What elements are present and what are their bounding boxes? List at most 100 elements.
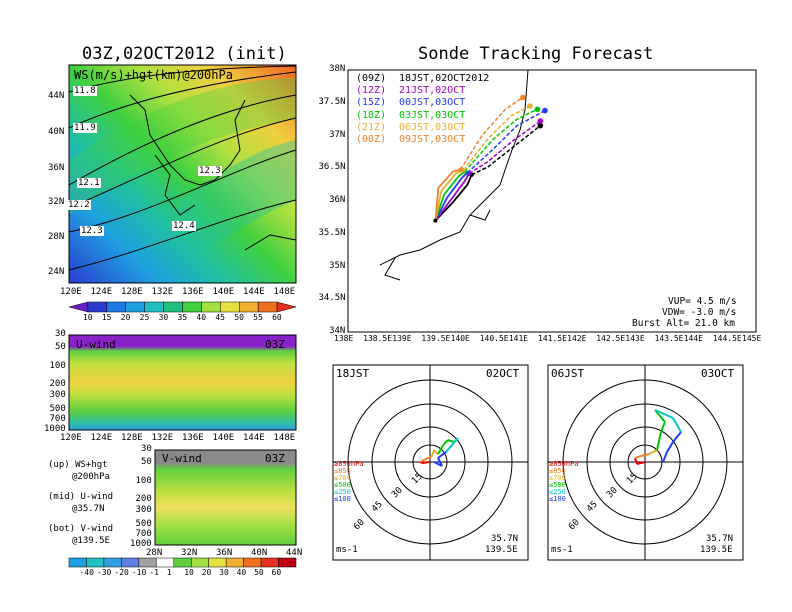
track-legend-time: 09JST,03OCT: [399, 134, 466, 145]
ws-colorbar-label: 30: [158, 313, 169, 322]
v-wind-pressure-tick: 200: [135, 494, 152, 504]
track-landing-point: [537, 118, 544, 124]
track-ascent-line: [434, 169, 464, 221]
v-wind-lat-tick: 40N: [251, 548, 268, 558]
v-wind-pressure-tick: 500: [135, 519, 152, 529]
hodo-date: 03OCT: [701, 367, 735, 380]
ws-map-lon-tick: 124E: [90, 287, 113, 297]
v-wind-pressure-tick: 30: [141, 444, 152, 454]
track-lon-tick: 140.5E: [479, 334, 509, 343]
wind-colorbar-label: 10: [184, 568, 194, 577]
track-map-frame: [347, 69, 757, 333]
track-lat-tick: 37N: [329, 129, 346, 140]
track-lat-tick: 34.5N: [318, 293, 346, 304]
track-descent-line: [466, 109, 546, 174]
u-wind-pressure-tick: 500: [49, 404, 66, 414]
u-wind-pressure-tick: 50: [55, 342, 66, 352]
track-lon-tick: 138.5E: [363, 334, 393, 343]
hodo-segment: [443, 439, 449, 445]
hodograph-right: [547, 364, 744, 561]
hodo-segment: [423, 455, 433, 461]
ws-colorbar-label: 45: [215, 313, 225, 322]
track-legend-time: 21JST,02OCT: [399, 85, 466, 97]
ws-colorbar-swatch: [125, 301, 145, 313]
hodo-legend-entry: ≤850: [549, 467, 566, 475]
track-legend-zulu: (15Z): [356, 97, 387, 109]
u-wind-frame: [68, 334, 297, 431]
panel-note-title: (mid) U-wind: [48, 492, 114, 502]
hodo-segment: [447, 439, 455, 443]
coastline: [129, 94, 246, 186]
track-landing-point: [534, 106, 541, 113]
ws-colorbar-label: 10: [82, 313, 93, 322]
track-descent-line: [468, 120, 541, 175]
track-lat-tick: 36N: [329, 195, 346, 205]
launch-point: [433, 218, 438, 223]
hodo-date: 02OCT: [486, 367, 520, 380]
track-ascent-line: [434, 170, 466, 221]
v-wind-pressure-tick: 1000: [130, 539, 152, 549]
wind-colorbar-swatch: [208, 557, 227, 568]
hodograph-left: [332, 364, 529, 561]
track-lat-tick: 35.5N: [318, 227, 346, 238]
ws-map-lon-tick: 140E: [212, 287, 235, 297]
ws-map-lat-tick: 36N: [48, 163, 65, 173]
ws-map-contour-label: 12.1: [77, 178, 101, 188]
ws-colorbar-swatch: [68, 301, 89, 313]
u-wind-pressure-tick: 100: [49, 361, 66, 371]
hodo-legend-entry: ≤100: [334, 495, 351, 503]
ws-map-lat-tick: 44N: [48, 91, 65, 101]
track-legend-zulu: (09Z): [356, 73, 387, 84]
v-wind-lat-tick: 36N: [216, 548, 233, 558]
track-descent-line: [464, 108, 538, 173]
hodo-legend-entry: ≤700: [334, 474, 351, 482]
track-lat-tick: 36.5N: [318, 162, 346, 173]
ws-map-lon-tick: 148E: [273, 287, 296, 297]
height-contour: [68, 94, 297, 186]
hodo-segment: [636, 461, 646, 465]
u-wind-lon-tick: 120E: [60, 433, 82, 443]
ws-colorbar-swatch: [106, 301, 127, 313]
u-wind-pressure-tick: 30: [55, 329, 66, 339]
hodo-segment: [634, 457, 638, 465]
track-coastline: [384, 257, 401, 281]
ws-map-panel: [68, 64, 297, 284]
hodo-legend-entry: ≤250: [334, 488, 351, 496]
wind-colorbar-swatch: [278, 557, 297, 568]
hodo-lon: 139.5E: [700, 545, 733, 555]
hodo-unit: ms-1: [551, 545, 573, 555]
hodo-lat: 35.7N: [491, 534, 519, 544]
wind-colorbar-swatch: [260, 557, 279, 568]
v-wind-pressure-tick: 100: [135, 476, 152, 486]
hodo-legend-entry: ≤850: [334, 467, 351, 475]
wind-colorbar-label: 60: [271, 568, 282, 577]
hodo-legend-entry: ≥850hPa: [549, 460, 579, 468]
track-descent-line: [459, 96, 524, 170]
ws-map-contour-label: 12.2: [67, 200, 91, 210]
track-ascent-line: [434, 173, 471, 222]
track-lon-tick: 139E: [392, 334, 412, 343]
track-lat-tick: 34N: [329, 326, 346, 336]
ws-map-contour-label: 11.8: [73, 86, 97, 96]
wind-colorbar-label: -10: [131, 568, 147, 577]
v-wind-pressure-tick: 300: [135, 505, 152, 515]
ws-map-label: WS(m/s)+hgt(km)@200hPa: [74, 68, 233, 82]
ws-map-lon-tick: 120E: [60, 287, 82, 297]
u-wind-field: [69, 335, 296, 430]
u-wind-time: 03Z: [265, 338, 285, 351]
ws-map-lat-tick: 24N: [48, 267, 65, 277]
ws-map-field: [69, 65, 296, 283]
wind-colorbar-swatch: [156, 557, 175, 568]
track-info-line: VDW= -3.0 m/s: [662, 307, 737, 318]
wind-colorbar: [68, 557, 297, 568]
track-legend-time: 06JST,03OCT: [399, 121, 466, 133]
wind-colorbar-label: 20: [201, 568, 212, 577]
hodo-time: 18JST: [336, 367, 370, 380]
wind-colorbar-swatch: [225, 557, 244, 568]
hodo-segment: [656, 431, 662, 451]
hodo-segment: [654, 409, 674, 419]
hodo-segment: [437, 443, 445, 455]
hodo-legend-entry: ≤700: [549, 474, 566, 482]
hodo-time: 06JST: [551, 367, 585, 380]
